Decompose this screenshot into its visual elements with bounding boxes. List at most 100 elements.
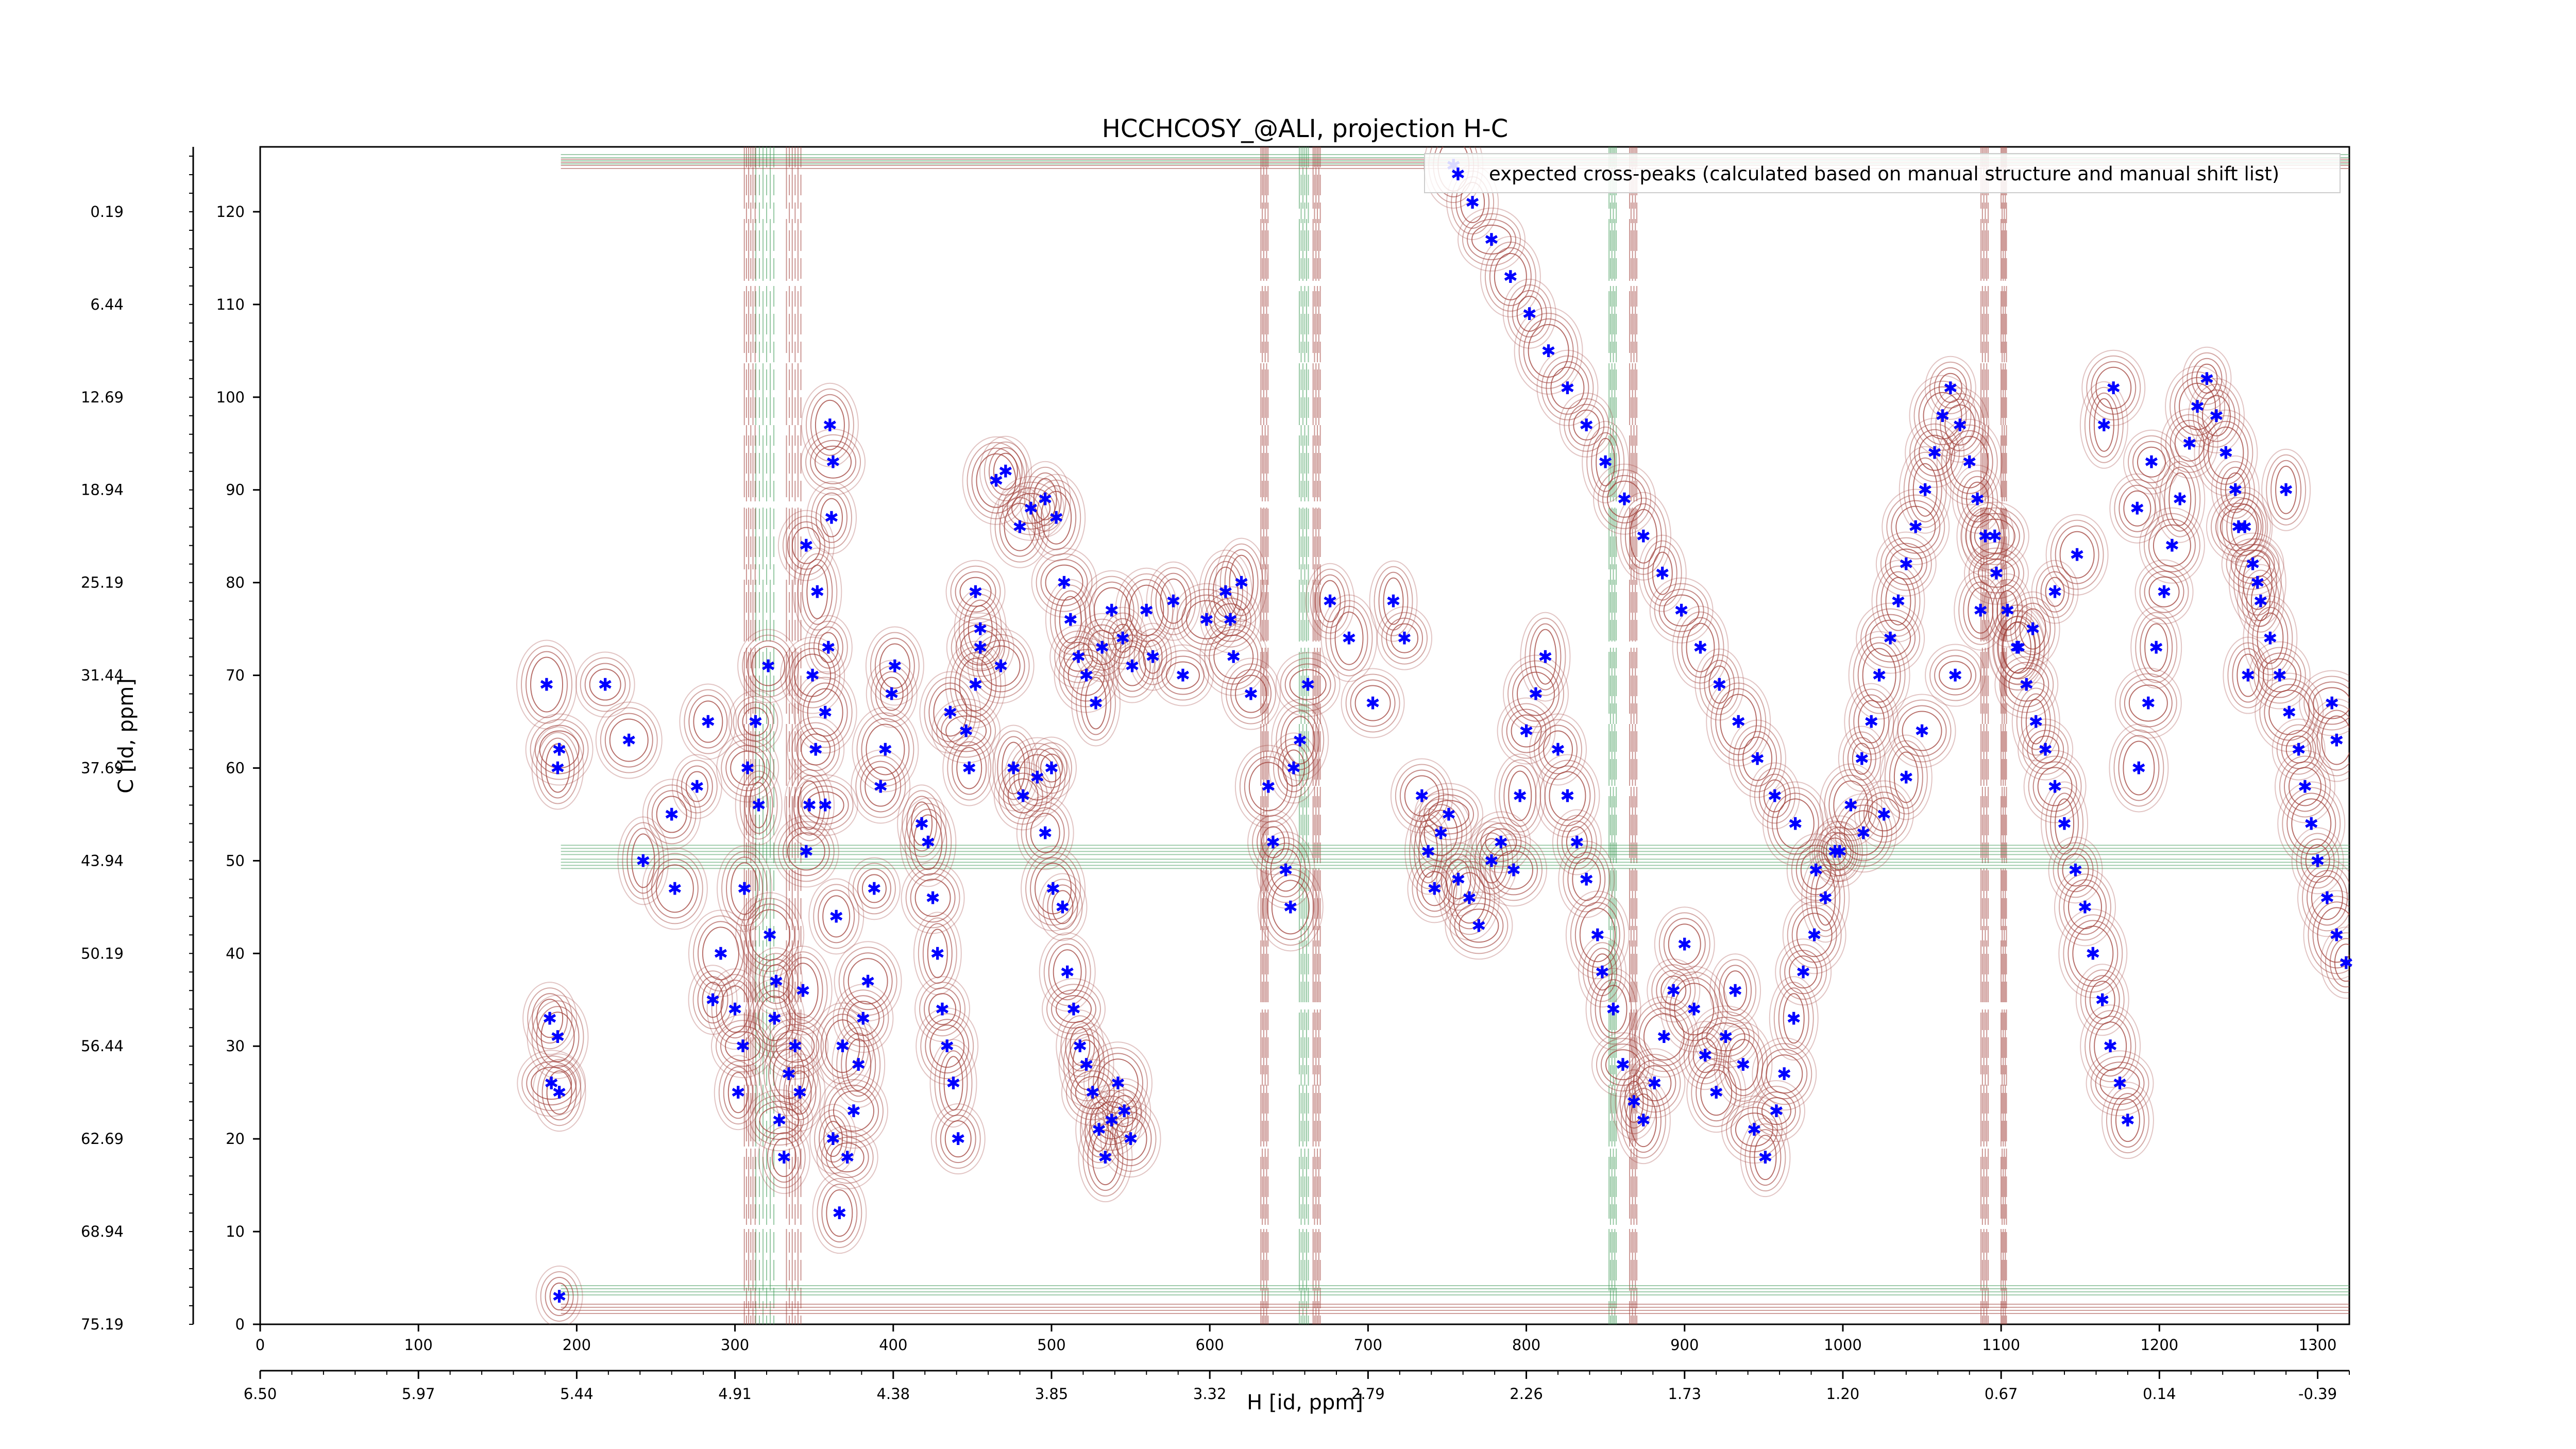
legend: ✱ expected cross-peaks (calculated based…	[1424, 153, 2341, 193]
contour-ring	[845, 1038, 872, 1091]
contour-ring	[651, 790, 692, 839]
x-secondary-axis-ticks: 6.50 5.97 5.44 4.91 4.38 3.85 3.32 2.79 2.26 1.73…	[244, 1370, 2350, 1403]
y-ppm-tick-label: 0.19	[90, 203, 124, 221]
cross-peak-marker: ✱	[808, 739, 823, 760]
contour-ring	[1714, 1022, 1773, 1108]
cross-peak-marker: ✱	[1522, 304, 1537, 325]
cross-peak-marker: ✱	[2057, 814, 2072, 834]
contour-ring	[1019, 461, 1071, 537]
contour-ring	[1103, 612, 1143, 664]
contour-ring	[1879, 734, 1933, 820]
x-tick-label: 1300	[2299, 1336, 2337, 1354]
contour-ring	[1929, 649, 1981, 701]
contour-ring	[1892, 699, 1952, 763]
contour-ring	[1668, 923, 1701, 965]
cross-peak-marker: ✱	[748, 712, 763, 733]
contour-ring	[1257, 863, 1324, 952]
contour-ring	[1035, 748, 1067, 788]
contour-ring	[1885, 543, 1927, 585]
cross-peak-marker: ✱	[799, 536, 814, 557]
contour-ring	[754, 953, 799, 1010]
contour-ring	[1565, 890, 1630, 980]
cross-peak-marker: ✱	[2141, 694, 2156, 714]
contour-ring	[1706, 677, 1771, 767]
contour-ring	[1969, 513, 2020, 560]
cross-peak-marker: ✱	[1962, 452, 1977, 473]
x2-tick-label: 1.73	[1668, 1385, 1701, 1403]
contour-ring	[1637, 1065, 1672, 1102]
cross-peak-marker: ✱	[1006, 758, 1021, 779]
cross-peak-marker: ✱	[1636, 527, 1651, 547]
contour-ring	[2226, 498, 2264, 556]
contour-ring	[1651, 964, 1696, 1017]
contour-ring	[1285, 716, 1315, 765]
contour-ring	[807, 688, 843, 737]
x-axis-label: H [id, ppm]	[1247, 1391, 1363, 1414]
contour-ring	[2089, 392, 2119, 458]
contour-ring	[1733, 725, 1782, 793]
cross-peak-marker: ✱	[2199, 369, 2214, 390]
contour-ring	[2119, 484, 2156, 532]
cross-peak-marker: ✱	[544, 1073, 559, 1094]
contour-ring	[540, 1271, 579, 1322]
contour-ring	[1043, 938, 1091, 1006]
contour-ring	[1633, 1059, 1676, 1107]
contour-ring	[791, 527, 821, 564]
contour-ring	[1109, 1111, 1152, 1167]
contour-ring	[584, 663, 626, 706]
cross-peak-marker: ✱	[2173, 490, 2188, 510]
contour-ring	[1899, 446, 1952, 534]
contour-ring	[1080, 1084, 1143, 1157]
contour-ring	[1271, 880, 1310, 935]
contour-ring	[2288, 767, 2321, 806]
contour-ring	[1624, 503, 1662, 569]
cross-peak-marker: ✱	[860, 971, 875, 992]
contour-ring	[1102, 1084, 1147, 1139]
contour-ring	[916, 1007, 979, 1085]
contour-ring	[1448, 866, 1490, 930]
contour-ring	[855, 755, 906, 818]
contour-ring	[992, 730, 1035, 806]
contour-ring	[2005, 591, 2060, 667]
contour-ring	[1334, 611, 1364, 665]
contour-ring	[2270, 460, 2302, 520]
contour-ring	[1630, 1093, 1657, 1148]
contour-ring	[1893, 751, 1919, 803]
contour-ring	[1143, 639, 1163, 674]
contour-ring	[931, 698, 1001, 764]
contour-ring	[751, 646, 786, 686]
y-tick-label: 90	[226, 481, 245, 499]
contour-ring	[2303, 890, 2349, 980]
y-ppm-tick-label: 56.44	[81, 1037, 124, 1055]
contour-ring	[861, 718, 910, 781]
contour-ring	[1810, 864, 1841, 932]
contour-ring	[521, 645, 573, 724]
contour-ring	[1786, 833, 1845, 907]
contour-ring	[2313, 687, 2349, 719]
contour-ring	[718, 1060, 758, 1125]
cross-peak-marker: ✱	[668, 879, 683, 899]
cross-peak-marker: ✱	[2112, 1073, 2127, 1094]
cross-peak-marker: ✱	[867, 879, 882, 899]
contour-ring	[1097, 1058, 1139, 1108]
contour-ring	[2317, 907, 2349, 963]
cross-peak-marker: ✱	[736, 1036, 751, 1057]
contour-ring	[1512, 290, 1547, 338]
contour-ring	[2148, 576, 2180, 608]
contour-ring	[1024, 466, 1066, 532]
contour-ring	[838, 947, 897, 1016]
cross-peak-marker: ✱	[2190, 397, 2205, 417]
y-tick-label: 120	[216, 203, 245, 221]
contour-ring	[739, 770, 778, 840]
contour-ring	[1536, 349, 1599, 426]
contour-ring	[836, 1027, 881, 1103]
contour-ring	[1503, 765, 1537, 827]
contour-ring	[728, 690, 783, 753]
contour-ring	[2058, 908, 2128, 999]
contour-ring	[787, 963, 819, 1019]
contour-ring	[2001, 621, 2036, 674]
contour-ring	[2274, 750, 2335, 823]
contour-ring	[813, 884, 860, 949]
contour-ring	[2123, 490, 2151, 527]
contour-ring	[1610, 1064, 1658, 1140]
